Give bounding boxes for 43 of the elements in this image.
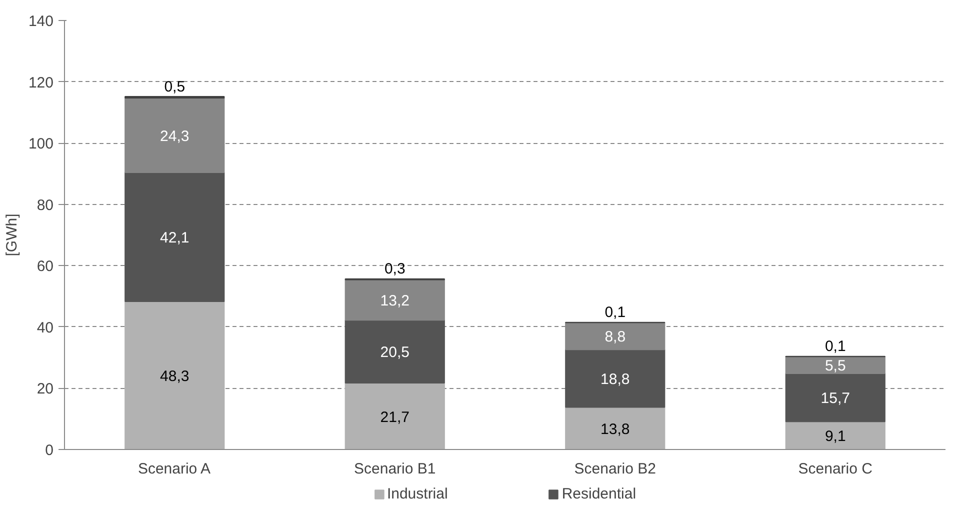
- x-tick-label: Scenario B2: [574, 460, 656, 478]
- data-label: 18,8: [600, 370, 630, 388]
- bar: [785, 356, 886, 374]
- y-tick-label: 120: [28, 74, 54, 92]
- y-axis-title: [GWh]: [3, 214, 20, 256]
- x-tick-label: Scenario C: [798, 460, 873, 478]
- bar: [344, 320, 445, 384]
- data-label: 24,3: [160, 128, 190, 145]
- data-label: 48,3: [160, 368, 190, 385]
- data-label: 20,5: [380, 344, 410, 362]
- bar: [565, 406, 666, 450]
- bar: [565, 349, 666, 408]
- bar: [565, 322, 666, 350]
- data-label: 42,1: [160, 229, 190, 246]
- bar: [344, 382, 445, 450]
- bar: [344, 279, 445, 321]
- legend-label: Residential: [562, 486, 636, 502]
- data-label: 9,1: [824, 428, 846, 446]
- data-label: 13,8: [600, 420, 630, 438]
- bar: [785, 373, 886, 422]
- data-label: 21,7: [380, 408, 410, 426]
- data-label: 0,3: [384, 260, 406, 278]
- y-tick-label: 20: [36, 380, 54, 398]
- data-label: 13,2: [380, 292, 410, 310]
- y-tick-label: 0: [45, 442, 54, 459]
- bar: [124, 300, 225, 450]
- x-tick-label: Scenario A: [138, 460, 210, 478]
- data-label: 0,5: [164, 78, 186, 96]
- data-label: 15,7: [820, 390, 850, 408]
- data-label: 0,1: [604, 304, 626, 322]
- bar: [124, 172, 225, 302]
- bar: [785, 421, 886, 450]
- data-label: 8,8: [604, 328, 626, 346]
- y-tick-label: 40: [36, 319, 54, 336]
- bar: [124, 98, 225, 173]
- y-tick-label: 60: [36, 258, 54, 276]
- legend-label: Industrial: [386, 486, 448, 502]
- data-label: 5,5: [824, 358, 846, 375]
- x-tick-label: Scenario B1: [354, 460, 436, 478]
- data-label: 0,1: [824, 338, 846, 356]
- y-tick-label: 100: [28, 136, 54, 153]
- y-tick-label: 140: [28, 13, 54, 30]
- y-tick-label: 80: [36, 196, 54, 214]
